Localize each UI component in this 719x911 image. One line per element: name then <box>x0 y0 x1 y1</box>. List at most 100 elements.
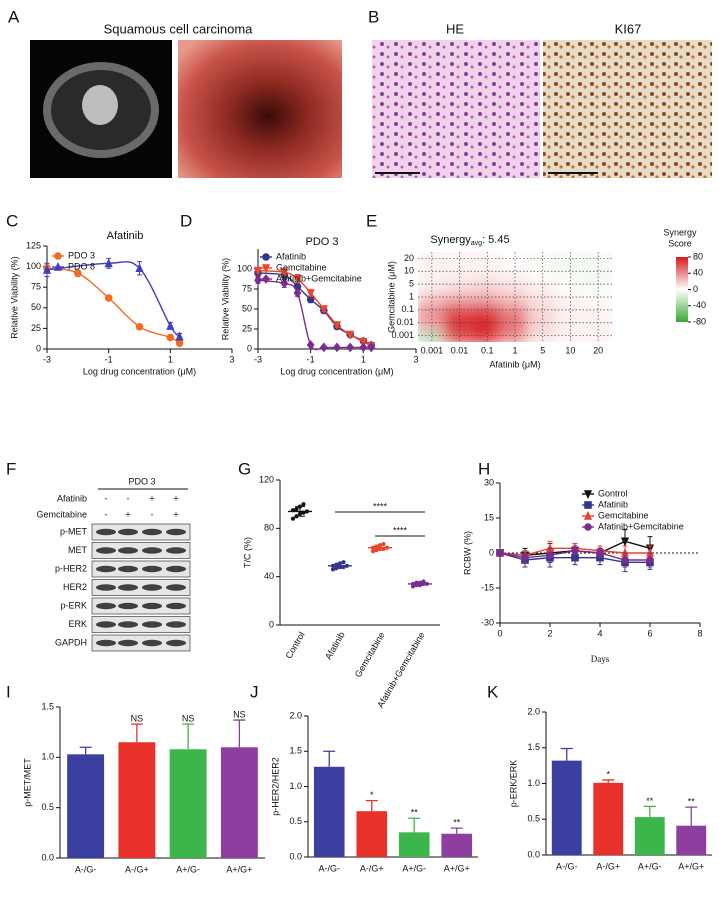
x-tick-label: -1 <box>307 354 315 364</box>
marker <box>135 322 144 331</box>
x-tick-label: A+/G- <box>402 863 426 873</box>
heat-cell <box>443 301 476 319</box>
heat-cell <box>554 301 587 319</box>
marker <box>104 294 113 302</box>
legend-label: Gemcitabine <box>598 510 649 520</box>
error-bar <box>560 747 573 761</box>
x-tick-label: 0.001 <box>421 345 444 355</box>
blot-band <box>96 565 116 573</box>
ct-mediastinum <box>82 85 118 125</box>
blot-band <box>166 602 186 610</box>
chart-title: Afatinib <box>107 230 144 242</box>
x-tick-label: -3 <box>43 354 51 364</box>
blot-band <box>118 547 138 554</box>
condition-sign: - <box>105 493 108 503</box>
significance-label: NS <box>131 713 144 723</box>
blot-band <box>96 547 116 554</box>
heat-cell <box>526 288 559 306</box>
x-tick-label: 1 <box>168 354 173 364</box>
marker <box>104 258 113 268</box>
marker <box>293 288 302 298</box>
panel-label: B <box>368 7 379 26</box>
title-value: : 5.45 <box>482 234 510 246</box>
marker <box>262 274 270 284</box>
y-axis-label: Relative Viability (%) <box>220 258 230 340</box>
y-axis-label: Gemcitabine (μM) <box>386 261 396 333</box>
blot-band <box>118 639 138 647</box>
significance-label: ** <box>646 796 654 806</box>
x-tick-label: A+/G- <box>638 861 662 871</box>
x-tick-label: 0 <box>497 628 502 638</box>
panel-label: J <box>250 682 259 701</box>
marker <box>346 342 355 353</box>
title-subscript: avg <box>471 240 482 247</box>
colorbar-tick-label: -40 <box>693 300 706 310</box>
endoscopy-image <box>178 40 342 178</box>
y-tick-label: 0 <box>247 343 252 353</box>
significance-label: ** <box>411 808 419 818</box>
condition-label: Afatinib <box>57 493 87 503</box>
condition-sign: - <box>127 493 130 503</box>
marker <box>54 252 62 260</box>
heat-cell <box>526 262 559 280</box>
condition-sign: + <box>125 509 130 519</box>
x-tick-label: 3 <box>413 354 418 364</box>
marker <box>166 333 175 342</box>
panel-label: I <box>6 682 11 701</box>
sd-bar <box>375 544 385 551</box>
significance-label: NS <box>233 709 246 719</box>
sd-bar <box>295 506 305 517</box>
legend-item: Gemcitabine <box>582 510 649 520</box>
y-tick-label: 25 <box>242 323 252 333</box>
y-tick-label: 0.5 <box>41 802 54 812</box>
blot-band <box>96 584 116 591</box>
legend-label: Gontrol <box>598 488 628 498</box>
panel-label: D <box>180 211 192 230</box>
point <box>294 506 299 512</box>
error-bar <box>182 723 195 750</box>
series-line <box>257 279 372 351</box>
marker <box>496 549 504 557</box>
blot-band <box>142 565 162 573</box>
significance-label: ** <box>453 817 461 827</box>
heat-cell <box>554 262 587 280</box>
legend-item: PDO 8 <box>52 261 95 271</box>
legend-item: Gontrol <box>582 488 628 500</box>
marker <box>584 523 592 531</box>
heat-cell <box>471 262 504 280</box>
point <box>301 502 306 507</box>
panel-label: A <box>8 7 20 26</box>
y-tick-label: 100 <box>26 261 41 271</box>
y-tick-label: 0 <box>269 619 274 629</box>
marker <box>166 320 175 330</box>
title-main: Synergy <box>430 234 471 246</box>
y-tick-label: 1 <box>409 291 414 301</box>
chart-title: PDO 3 <box>305 236 338 248</box>
bar <box>398 832 430 857</box>
colorbar-tick-label: 40 <box>693 268 703 278</box>
blot-row-label: p-ERK <box>60 600 87 610</box>
x-tick-label: 2 <box>547 628 552 638</box>
y-axis-label: T/C (%) <box>242 537 252 568</box>
y-axis-label: p-HER2/HER2 <box>270 757 280 816</box>
error-bar <box>323 750 336 767</box>
marker <box>359 338 368 347</box>
marker <box>175 339 184 348</box>
marker <box>280 278 289 289</box>
legend-label: Afatinib <box>276 251 306 261</box>
bar <box>118 742 156 858</box>
marker <box>359 342 368 353</box>
blot-title: PDO 3 <box>128 476 155 486</box>
x-tick-label: Gemcitabine <box>353 630 387 679</box>
marker <box>620 537 630 547</box>
bar <box>313 766 345 857</box>
x-tick-label: 1 <box>512 345 517 355</box>
blot-row-label: MET <box>68 545 88 555</box>
y-axis-label: p-MET/MET <box>22 758 32 807</box>
blot-band <box>118 602 138 610</box>
panel-label: K <box>487 682 499 701</box>
legend-item: PDO 3 <box>52 250 95 260</box>
blot-row-label: ERK <box>68 619 87 629</box>
condition-sign: - <box>105 509 108 519</box>
